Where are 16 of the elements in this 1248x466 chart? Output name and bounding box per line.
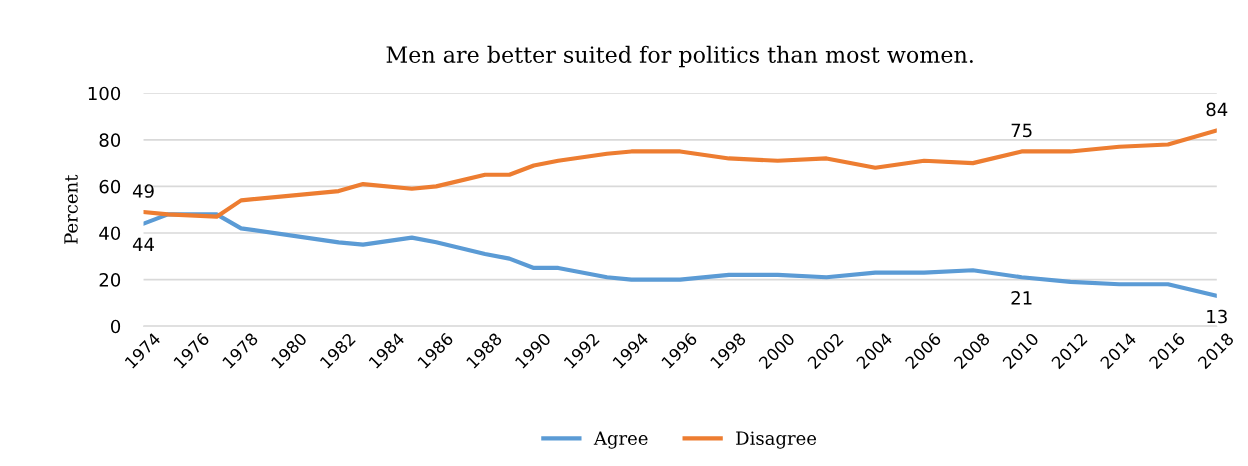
data-label: 84: [1206, 102, 1228, 117]
data-label: 49: [132, 184, 154, 198]
data-label: 44: [132, 237, 154, 251]
legend-label: Disagree: [736, 431, 817, 449]
data-label: 13: [1207, 309, 1227, 324]
legend-label: Agree: [593, 431, 648, 449]
data-label: 21: [1011, 291, 1032, 305]
y-axis-title: Percent: [64, 174, 78, 244]
chart-title: Men are better suited for politics than most women.: [386, 45, 973, 68]
y-tick-label: 80: [99, 133, 121, 147]
y-tick-label: 0: [111, 319, 121, 334]
y-tick-label: 40: [99, 226, 121, 241]
y-tick-label: 100: [88, 86, 121, 101]
y-tick-label: 60: [99, 179, 121, 194]
y-tick-label: 20: [99, 273, 121, 287]
data-label: 75: [1011, 123, 1032, 138]
